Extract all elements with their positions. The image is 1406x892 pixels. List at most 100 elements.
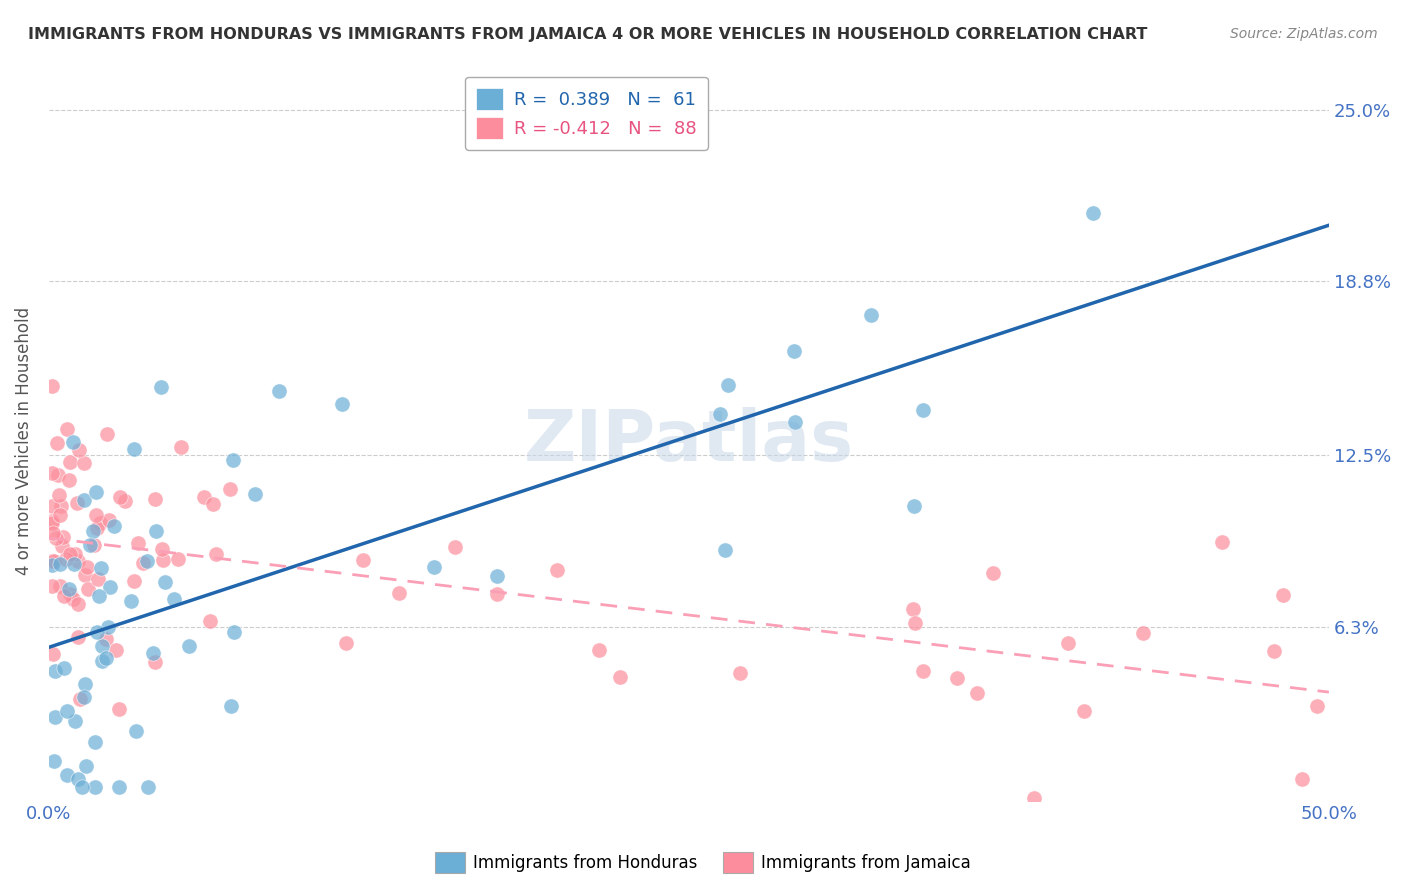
Point <box>72 780 94 794</box>
Point <box>86 521 108 535</box>
Point <box>1291 772 1313 786</box>
Point <box>904 616 927 631</box>
Point <box>1073 704 1095 718</box>
Point <box>41 558 63 572</box>
Point <box>96 427 118 442</box>
Point <box>76 560 98 574</box>
Point <box>58 473 80 487</box>
Point <box>45 531 67 545</box>
Point <box>41 516 63 531</box>
Point <box>714 543 737 558</box>
Point <box>62 435 84 450</box>
Point <box>67 442 90 457</box>
Point <box>62 591 84 606</box>
Point <box>170 440 193 454</box>
Point <box>58 582 80 597</box>
Point <box>193 491 215 505</box>
Point <box>105 643 128 657</box>
Point <box>49 508 72 522</box>
Legend: R =  0.389   N =  61, R = -0.412   N =  88: R = 0.389 N = 61, R = -0.412 N = 88 <box>465 77 707 150</box>
Point <box>42 554 65 568</box>
Point <box>219 699 242 714</box>
Point <box>77 582 100 597</box>
Point <box>52 590 75 604</box>
Point <box>127 536 149 550</box>
Point <box>98 580 121 594</box>
Point <box>166 552 188 566</box>
Point <box>46 436 69 450</box>
Point <box>785 415 807 429</box>
Point <box>717 377 740 392</box>
Point <box>75 759 97 773</box>
Point <box>444 540 467 554</box>
Point <box>66 554 89 568</box>
Point <box>87 590 110 604</box>
Point <box>67 597 90 611</box>
Point <box>48 488 70 502</box>
Point <box>52 530 75 544</box>
Point <box>546 563 568 577</box>
Point <box>132 556 155 570</box>
Point <box>901 602 924 616</box>
Point <box>44 664 66 678</box>
Point <box>142 646 165 660</box>
Point <box>709 407 731 421</box>
Point <box>1132 625 1154 640</box>
Point <box>122 442 145 456</box>
Point <box>84 508 107 523</box>
Point <box>66 630 89 644</box>
Point <box>903 499 925 513</box>
Point <box>56 768 79 782</box>
Point <box>97 619 120 633</box>
Point <box>91 654 114 668</box>
Point <box>84 735 107 749</box>
Point <box>205 547 228 561</box>
Point <box>945 671 967 685</box>
Point <box>243 486 266 500</box>
Point <box>63 547 86 561</box>
Point <box>86 625 108 640</box>
Point <box>177 639 200 653</box>
Point <box>269 384 291 398</box>
Point <box>1056 636 1078 650</box>
Point <box>59 547 82 561</box>
Text: IMMIGRANTS FROM HONDURAS VS IMMIGRANTS FROM JAMAICA 4 OR MORE VEHICLES IN HOUSEH: IMMIGRANTS FROM HONDURAS VS IMMIGRANTS F… <box>28 27 1147 42</box>
Point <box>73 568 96 582</box>
Point <box>41 379 63 393</box>
Point <box>860 308 883 322</box>
Point <box>84 780 107 794</box>
Point <box>150 542 173 557</box>
Point <box>108 702 131 716</box>
Point <box>55 704 77 718</box>
Point <box>94 632 117 647</box>
Point <box>49 579 72 593</box>
Point <box>120 594 142 608</box>
Point <box>42 525 65 540</box>
Point <box>66 772 89 786</box>
Point <box>1022 790 1045 805</box>
Point <box>388 586 411 600</box>
Point <box>41 514 63 528</box>
Point <box>73 493 96 508</box>
Point <box>150 379 173 393</box>
Point <box>41 579 63 593</box>
Point <box>198 614 221 628</box>
Point <box>49 500 72 514</box>
Point <box>82 524 104 539</box>
Point <box>87 572 110 586</box>
Point <box>1272 588 1295 602</box>
Point <box>145 524 167 538</box>
Text: ZIPatlas: ZIPatlas <box>524 407 853 476</box>
Y-axis label: 4 or more Vehicles in Household: 4 or more Vehicles in Household <box>15 308 32 575</box>
Text: Source: ZipAtlas.com: Source: ZipAtlas.com <box>1230 27 1378 41</box>
Point <box>63 714 86 729</box>
Point <box>218 482 240 496</box>
Point <box>912 403 935 417</box>
Point <box>143 492 166 507</box>
Point <box>72 456 94 470</box>
Point <box>152 553 174 567</box>
Point <box>588 642 610 657</box>
Point <box>1211 535 1233 549</box>
Point <box>983 566 1005 580</box>
Point <box>352 553 374 567</box>
